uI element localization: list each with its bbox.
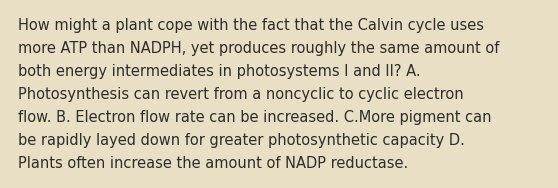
Text: Photosynthesis can revert from a noncyclic to cyclic electron: Photosynthesis can revert from a noncycl… — [18, 87, 464, 102]
Text: more ATP than NADPH, yet produces roughly the same amount of: more ATP than NADPH, yet produces roughl… — [18, 41, 499, 56]
Text: both energy intermediates in photosystems I and II? A.: both energy intermediates in photosystem… — [18, 64, 421, 79]
Text: Plants often increase the amount of NADP reductase.: Plants often increase the amount of NADP… — [18, 156, 408, 171]
Text: be rapidly layed down for greater photosynthetic capacity D.: be rapidly layed down for greater photos… — [18, 133, 465, 148]
Text: How might a plant cope with the fact that the Calvin cycle uses: How might a plant cope with the fact tha… — [18, 18, 484, 33]
Text: flow. B. Electron flow rate can be increased. C.More pigment can: flow. B. Electron flow rate can be incre… — [18, 110, 492, 125]
